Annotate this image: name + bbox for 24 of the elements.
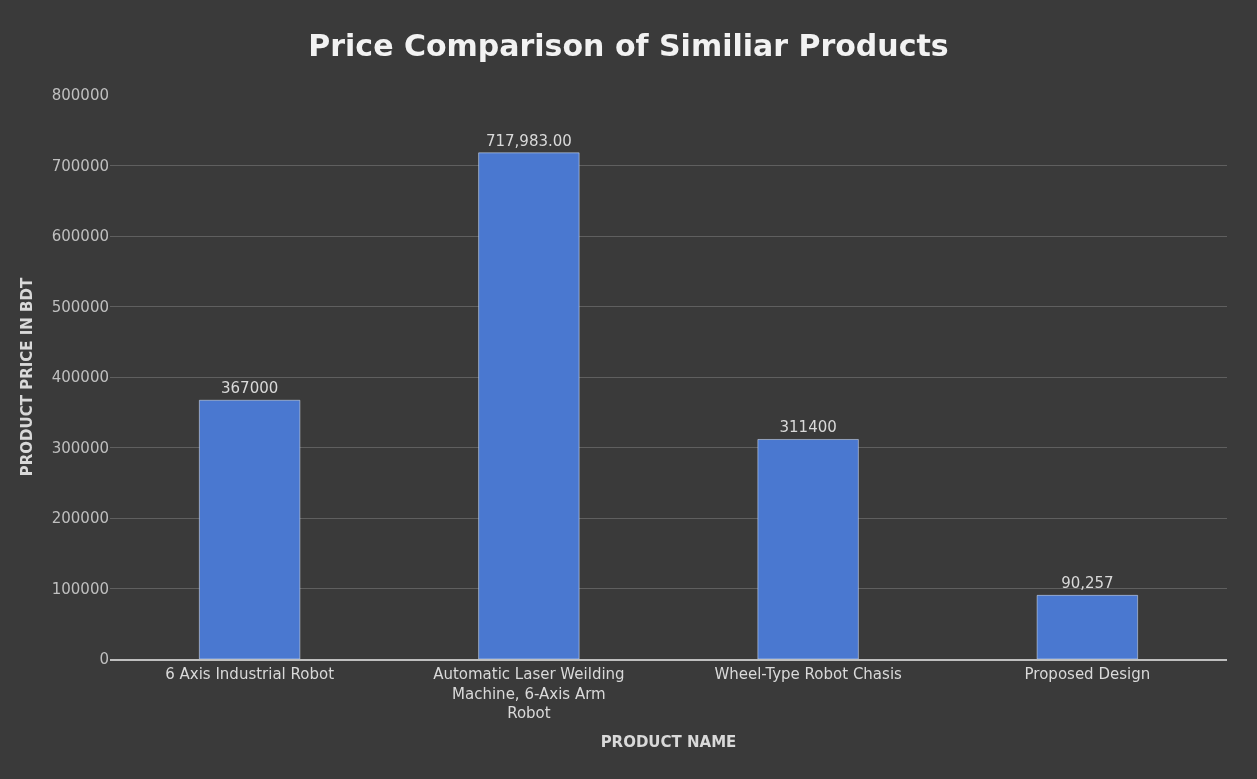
chart-title: Price Comparison of Similiar Products [308, 28, 949, 64]
x-tick-label: 6 Axis Industrial Robot [165, 665, 335, 683]
x-tick-label: Proposed Design [1024, 665, 1151, 683]
y-tick-label: 700000 [51, 156, 109, 175]
data-label: 311400 [779, 418, 837, 437]
y-tick-label: 600000 [51, 227, 109, 246]
data-label: 367000 [220, 379, 279, 398]
y-tick-label: 100000 [51, 579, 109, 598]
bar [199, 400, 301, 659]
x-tick-label: Wheel-Type Robot Chasis [714, 665, 903, 683]
y-axis-title: PRODUCT PRICE IN BDT [17, 277, 36, 477]
bar [1036, 595, 1138, 659]
y-tick-label: 400000 [51, 368, 109, 387]
y-tick-label: 0 [99, 650, 109, 669]
data-label: 717,983.00 [485, 131, 572, 150]
bar [757, 439, 859, 659]
bar [478, 152, 580, 659]
y-tick-label: 200000 [51, 509, 109, 528]
y-tick-label: 300000 [51, 438, 109, 457]
data-label: 90,257 [1061, 574, 1114, 593]
x-axis-title: PRODUCT NAME [600, 732, 737, 751]
x-tick-label: Automatic Laser Weilding Machine, 6-Axis Arm Robot [433, 665, 625, 722]
y-tick-label: 800000 [51, 86, 109, 105]
y-tick-label: 500000 [51, 297, 109, 316]
